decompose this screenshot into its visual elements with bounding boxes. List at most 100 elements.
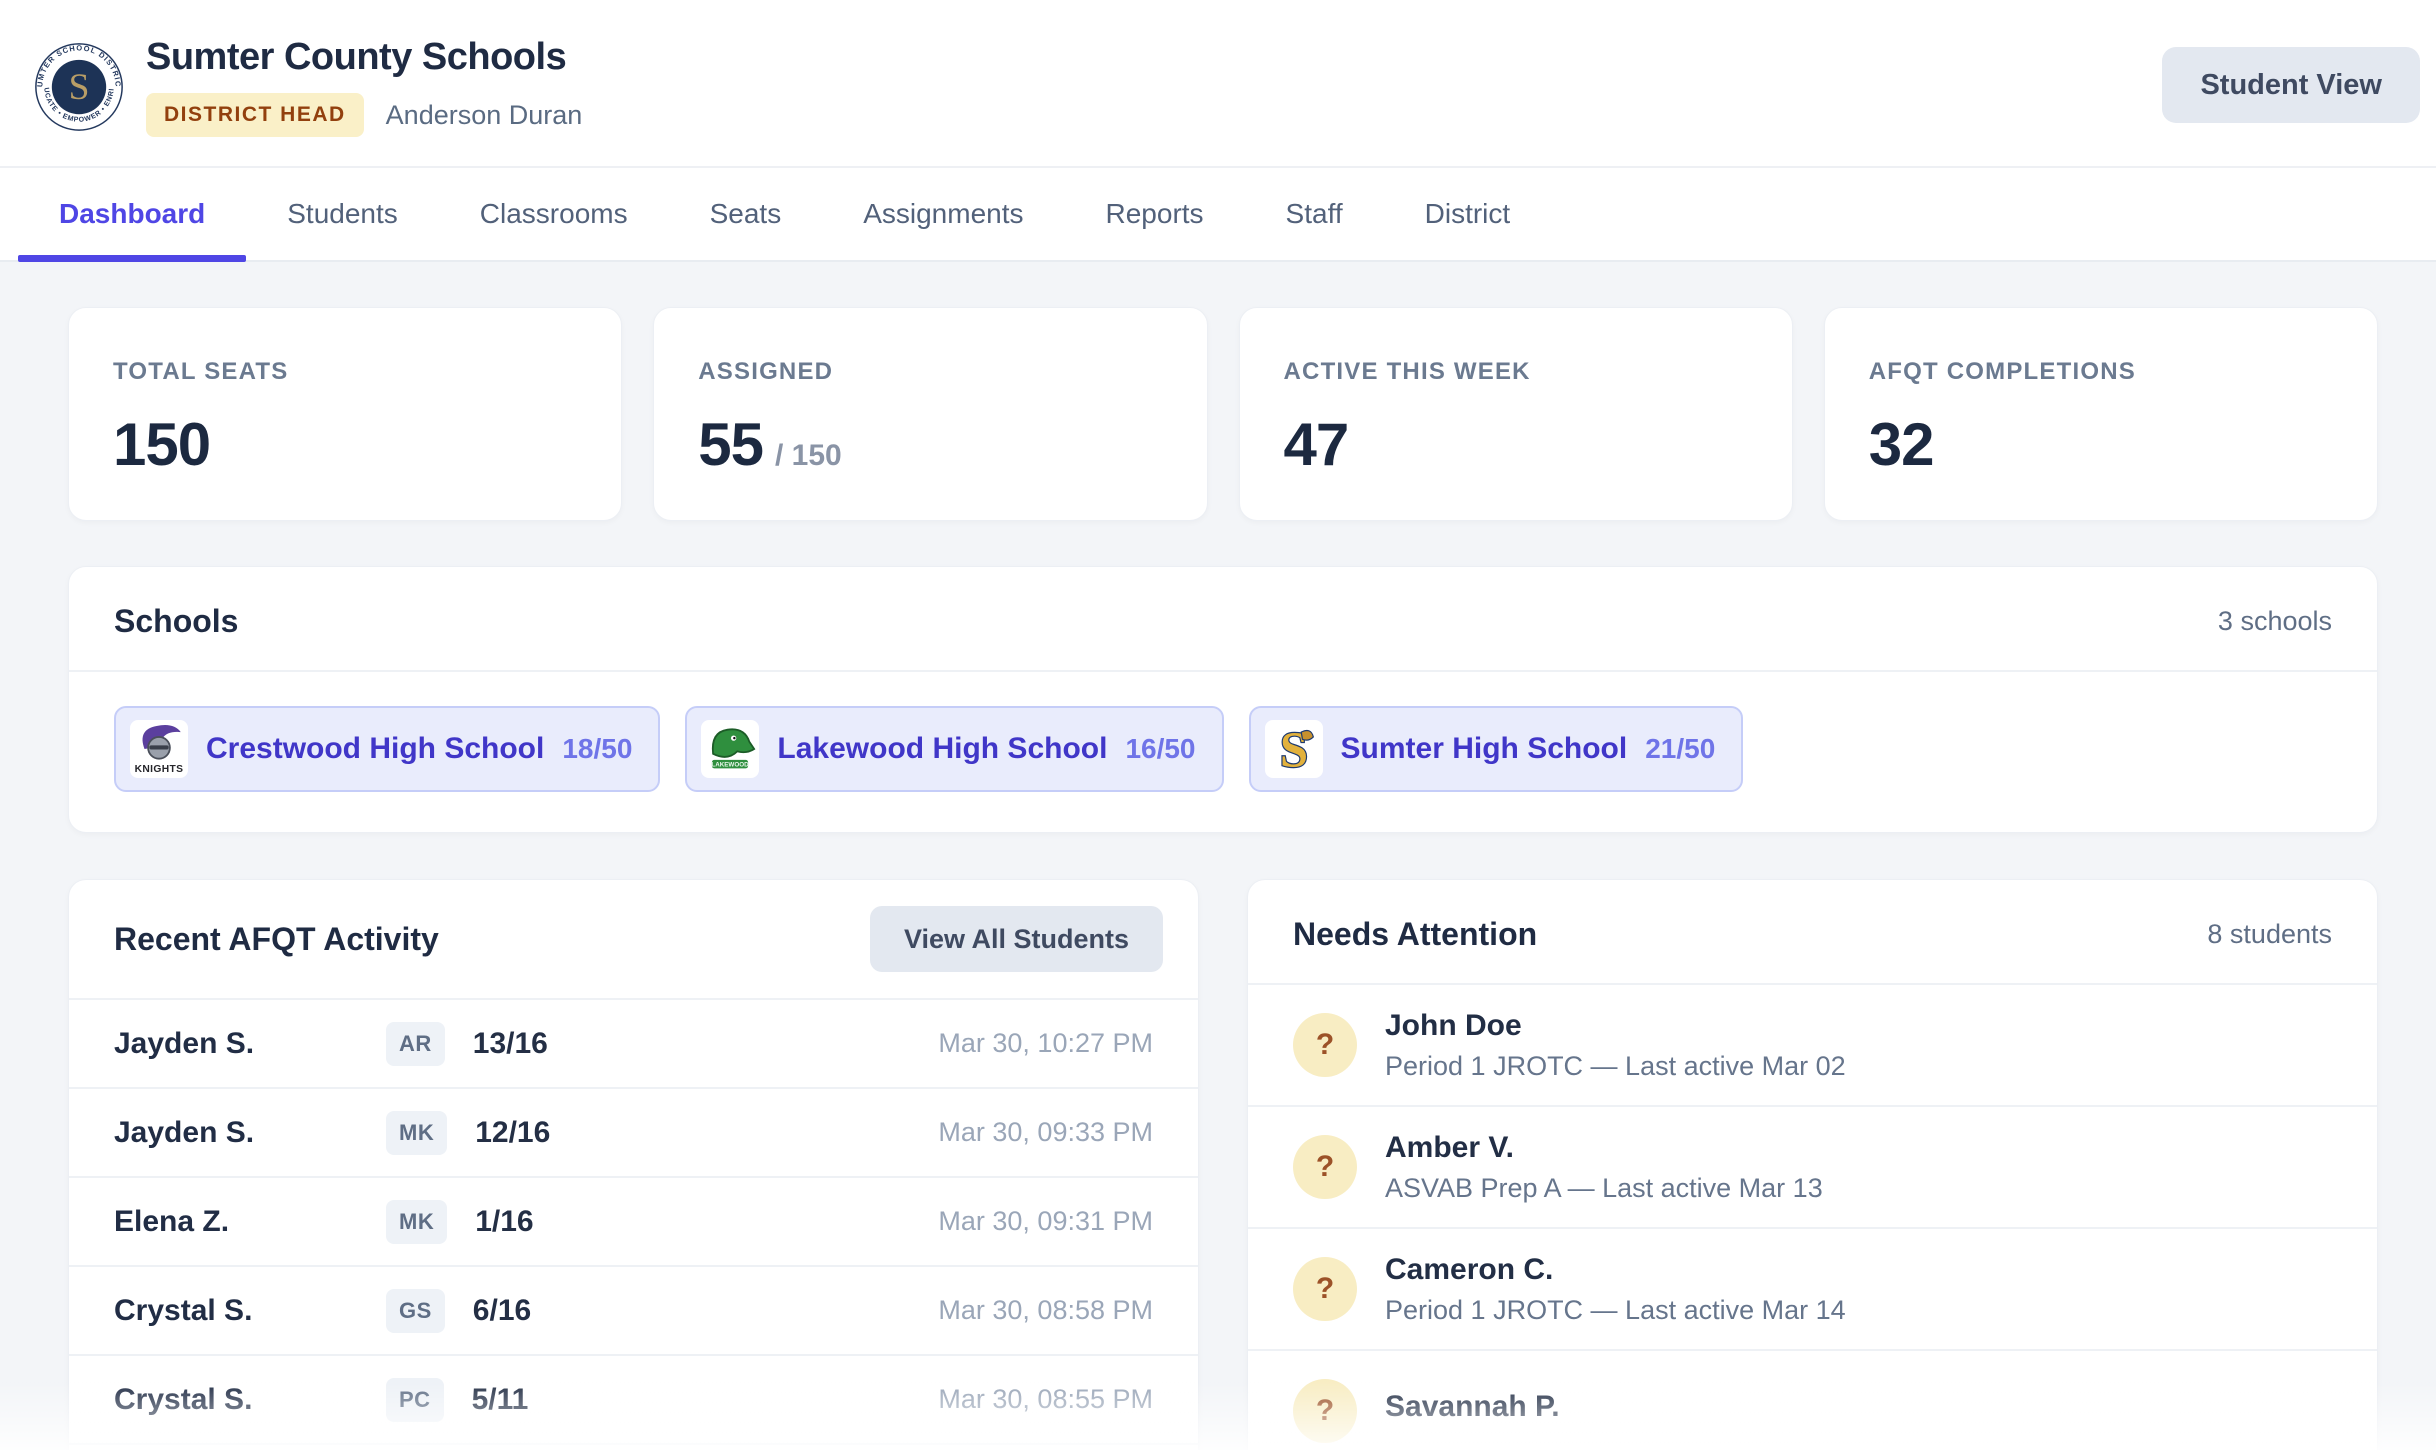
stat-value: 47 (1283, 411, 1350, 478)
school-seats: 21/50 (1645, 733, 1716, 764)
student-view-button[interactable]: Student View (2162, 47, 2420, 123)
attention-item: ? Amber V. ASVAB Prep A — Last active Ma… (1248, 1107, 2377, 1229)
stat-suffix: / 150 (775, 439, 842, 472)
needs-attention-panel: Needs Attention 8 students ? John Doe Pe… (1247, 879, 2378, 1450)
page-title: Sumter County Schools (146, 36, 567, 78)
avatar: ? (1293, 1257, 1357, 1321)
gamecock-mascot-icon: S (1264, 720, 1323, 778)
score-value: 5/11 (471, 1382, 529, 1416)
tab-classrooms[interactable]: Classrooms (479, 198, 628, 229)
activity-row: Elena Z. MK 1/16 Mar 30, 09:31 PM (69, 1178, 1198, 1267)
schools-panel-header: Schools 3 schools (69, 567, 2377, 672)
activity-row: Jayden S. AR 13/16 Mar 30, 10:27 PM (69, 1000, 1198, 1089)
activity-row: Crystal S. PC 5/11 Mar 30, 08:55 PM (69, 1356, 1198, 1445)
stat-card-active-this-week: ACTIVE THIS WEEK 47 (1238, 307, 1793, 521)
stat-value: 32 (1868, 411, 1935, 478)
stat-label: ACTIVE THIS WEEK (1283, 358, 1531, 385)
header-text-block: Sumter County Schools DISTRICT HEAD Ande… (146, 36, 582, 137)
subject-badge: AR (386, 1021, 445, 1066)
needs-attention-header: Needs Attention 8 students (1248, 880, 2377, 985)
tab-students[interactable]: Students (287, 198, 398, 229)
school-chip-sumter[interactable]: S Sumter High School 21/50 (1248, 706, 1744, 792)
stat-label: ASSIGNED (698, 358, 834, 385)
score-value: 6/16 (472, 1293, 532, 1327)
knight-mascot-icon: KNIGHTS (130, 720, 188, 778)
stat-value: 150 (113, 411, 211, 478)
schools-count: 3 schools (2217, 606, 2332, 636)
attention-student-detail: ASVAB Prep A — Last active Mar 13 (1385, 1172, 1823, 1203)
tab-seats[interactable]: Seats (709, 198, 782, 229)
school-seats: 16/50 (1125, 733, 1196, 764)
stat-value: 55 (698, 411, 764, 478)
stat-card-assigned: ASSIGNED 55 / 150 (653, 307, 1208, 521)
recent-activity-panel: Recent AFQT Activity View All Students J… (68, 879, 1199, 1450)
schools-title: Schools (114, 603, 239, 639)
activity-row: Jayden S. MK 12/16 Mar 30, 09:33 PM (69, 1089, 1198, 1178)
svg-text:LAKEWOOD: LAKEWOOD (712, 762, 750, 769)
view-all-students-button[interactable]: View All Students (869, 906, 1163, 972)
school-seats: 18/50 (562, 733, 633, 764)
timestamp: Mar 30, 08:58 PM (938, 1295, 1153, 1325)
attention-item: ? Savannah P. (1248, 1351, 2377, 1450)
subject-badge: MK (386, 1199, 448, 1244)
role-badge: DISTRICT HEAD (146, 93, 364, 137)
attention-student-name: Savannah P. (1385, 1390, 1560, 1423)
tab-dashboard[interactable]: Dashboard (18, 168, 247, 262)
avatar: ? (1293, 1379, 1357, 1443)
attention-student-name: John Doe (1385, 1008, 1522, 1042)
tab-assignments[interactable]: Assignments (863, 198, 1024, 229)
avatar: ? (1293, 1013, 1357, 1077)
user-name: Anderson Duran (385, 99, 583, 130)
dashboard-content: TOTAL SEATS 150 ASSIGNED 55 / 150 ACTIVE… (0, 262, 2436, 1450)
svg-text:KNIGHTS: KNIGHTS (135, 764, 184, 775)
attention-student-name: Cameron C. (1385, 1252, 1554, 1286)
attention-item: ? Cameron C. Period 1 JROTC — Last activ… (1248, 1229, 2377, 1351)
bottom-panels: Recent AFQT Activity View All Students J… (68, 879, 2378, 1450)
attention-student-detail: Period 1 JROTC — Last active Mar 02 (1385, 1050, 1846, 1081)
stat-label: AFQT COMPLETIONS (1868, 358, 2136, 385)
schools-panel: Schools 3 schools KNIGHTS Crestwood High… (68, 566, 2378, 833)
attention-student-detail: Period 1 JROTC — Last active Mar 14 (1385, 1294, 1846, 1325)
subject-badge: PC (386, 1377, 444, 1422)
timestamp: Mar 30, 09:31 PM (938, 1206, 1153, 1236)
school-name: Sumter High School (1340, 732, 1628, 765)
tab-reports[interactable]: Reports (1105, 198, 1204, 229)
score-value: 1/16 (475, 1204, 534, 1238)
activity-row: Crystal S. GS 6/16 Mar 30, 08:58 PM (69, 1267, 1198, 1356)
student-name: Elena Z. (114, 1204, 230, 1238)
schools-chip-row: KNIGHTS Crestwood High School 18/50 LAKE… (69, 672, 2377, 832)
school-chip-crestwood[interactable]: KNIGHTS Crestwood High School 18/50 (114, 706, 661, 792)
tab-staff[interactable]: Staff (1285, 198, 1343, 229)
avatar: ? (1293, 1135, 1357, 1199)
subject-badge: GS (386, 1288, 445, 1333)
stat-card-total-seats: TOTAL SEATS 150 (68, 307, 623, 521)
svg-text:S: S (1279, 722, 1307, 778)
timestamp: Mar 30, 08:55 PM (938, 1384, 1153, 1414)
school-name: Lakewood High School (777, 732, 1108, 765)
subject-badge: MK (386, 1110, 448, 1155)
recent-activity-title: Recent AFQT Activity (114, 920, 439, 957)
recent-activity-header: Recent AFQT Activity View All Students (69, 880, 1198, 1000)
main-nav: Dashboard Students Classrooms Seats Assi… (0, 168, 2436, 262)
school-chip-lakewood[interactable]: LAKEWOOD Lakewood High School 16/50 (685, 706, 1224, 792)
student-name: Crystal S. (114, 1382, 253, 1416)
score-value: 12/16 (475, 1115, 551, 1149)
needs-attention-title: Needs Attention (1293, 916, 1538, 952)
school-name: Crestwood High School (206, 732, 545, 765)
needs-attention-count: 8 students (2207, 919, 2332, 949)
header-subline: DISTRICT HEAD Anderson Duran (146, 93, 582, 137)
timestamp: Mar 30, 10:27 PM (938, 1028, 1153, 1058)
tab-district[interactable]: District (1424, 198, 1511, 229)
stat-card-afqt-completions: AFQT COMPLETIONS 32 (1823, 307, 2378, 521)
student-name: Crystal S. (114, 1293, 253, 1327)
attention-item: ? John Doe Period 1 JROTC — Last active … (1248, 985, 2377, 1107)
stats-row: TOTAL SEATS 150 ASSIGNED 55 / 150 ACTIVE… (68, 307, 2378, 521)
student-name: Jayden S. (114, 1026, 255, 1060)
attention-student-name: Amber V. (1385, 1130, 1514, 1164)
timestamp: Mar 30, 09:33 PM (938, 1117, 1153, 1147)
gator-mascot-icon: LAKEWOOD (701, 720, 760, 778)
seal-letter: S (69, 67, 90, 108)
